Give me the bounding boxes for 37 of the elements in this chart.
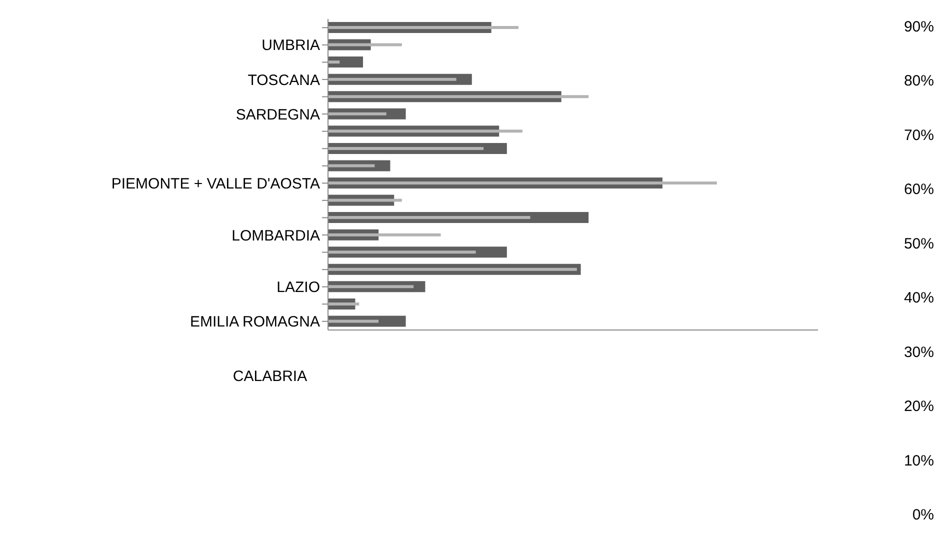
bar (328, 43, 402, 46)
y2-tick-label: 0% (912, 506, 934, 524)
y2-tick-label: 70% (904, 126, 934, 144)
bar (328, 112, 386, 116)
text: CALABRIA (232, 368, 308, 385)
bar (328, 164, 375, 168)
bar (328, 285, 414, 288)
y-tick-label: LOMBARDIA (232, 227, 320, 244)
y2-tick-label: 40% (904, 290, 934, 307)
y2-tick-label: 50% (904, 235, 934, 252)
bar (328, 95, 589, 98)
y2-tick-label: 20% (904, 398, 934, 416)
y-tick-label: TOSCANA (248, 72, 320, 89)
bar (328, 233, 441, 236)
y2-tick-label: 30% (904, 344, 934, 361)
bar (328, 78, 456, 81)
bar (328, 130, 522, 133)
y-tick-label: LAZIO (276, 279, 320, 296)
y2-tick-label: 90% (904, 18, 934, 36)
y-tick-label: SARDEGNA (236, 106, 320, 124)
y2-tick-label: 60% (904, 181, 934, 198)
bar (328, 268, 577, 271)
y-tick-label: PIEMONTE + VALLE D'AOSTA (111, 175, 320, 192)
bar (328, 198, 402, 202)
y-tick-label: UMBRIA (262, 37, 320, 54)
bar (328, 26, 519, 29)
bar (328, 320, 379, 323)
bar (328, 250, 476, 254)
bar (328, 60, 340, 64)
bar (328, 146, 484, 150)
bar (328, 302, 360, 306)
bar (328, 56, 363, 68)
bar (328, 182, 717, 184)
y2-tick-label: 80% (904, 72, 934, 90)
bar (328, 216, 530, 220)
y2-tick-label: 10% (904, 452, 934, 470)
y-tick-label: EMILIA ROMAGNA (190, 314, 320, 331)
